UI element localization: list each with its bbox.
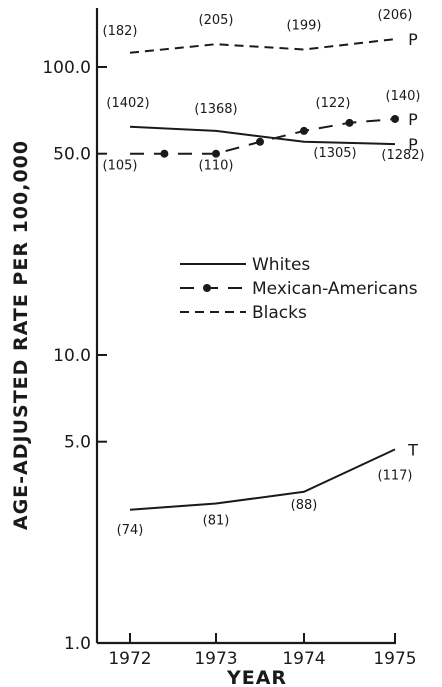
data-label: (117) (378, 468, 413, 483)
legend-label: Whites (252, 255, 310, 275)
series-point-mexican_p (256, 137, 264, 146)
legend-label: Blacks (252, 303, 307, 323)
x-tick-label: 1975 (373, 649, 416, 669)
data-label: (205) (199, 13, 234, 28)
legend-marker (203, 284, 211, 292)
legend-label: Mexican-Americans (252, 279, 418, 299)
data-label: (122) (316, 96, 351, 111)
data-label: (206) (378, 8, 413, 23)
legend: Whites Mexican-Americans Blacks (180, 255, 418, 323)
data-labels: (182) (205) (199) (206) (1402) (1368) (1305) (1… (103, 8, 425, 538)
series-line-whites_p (129, 125, 396, 146)
x-tick-label: 1972 (108, 649, 151, 669)
y-tick-label: 10.0 (53, 346, 91, 366)
y-axis-title: AGE-ADJUSTED RATE PER 100,000 (10, 140, 32, 530)
series-point-mexican_p (391, 114, 399, 123)
series-end-label: T (407, 440, 418, 459)
series-line-blacks_p (129, 38, 396, 54)
series-line-whites_t (129, 448, 396, 511)
data-label: (1282) (381, 148, 424, 163)
data-label: (182) (103, 24, 138, 39)
axes: 1.0 5.0 10.0 50.0 100.0 1972 1973 1974 1975 (42, 8, 417, 669)
data-label: (81) (203, 514, 230, 529)
data-label: (1305) (313, 146, 356, 161)
y-tick-label: 5.0 (64, 433, 91, 453)
series-point-mexican_p (212, 149, 220, 158)
data-label: (199) (287, 19, 322, 34)
data-label: (88) (291, 498, 318, 513)
series-end-label: P (408, 135, 418, 154)
data-label: (1368) (194, 102, 237, 117)
series-end-label: P (408, 110, 418, 129)
x-tick-label: 1974 (282, 649, 325, 669)
series-end-label: P (408, 30, 418, 49)
data-label: (1402) (106, 96, 149, 111)
y-tick-label: 50.0 (53, 145, 91, 165)
y-tick-label: 1.0 (64, 634, 91, 654)
data-label: (110) (199, 159, 234, 174)
series-point-mexican_p (300, 126, 308, 135)
x-axis-title: YEAR (226, 667, 287, 687)
series-point-mexican_p (345, 118, 354, 127)
data-label: (74) (117, 523, 144, 538)
series-point-mexican_p (160, 149, 169, 158)
x-tick-label: 1973 (194, 649, 237, 669)
y-tick-label: 100.0 (42, 58, 91, 78)
data-label: (105) (103, 159, 138, 174)
data-label: (140) (386, 89, 421, 104)
